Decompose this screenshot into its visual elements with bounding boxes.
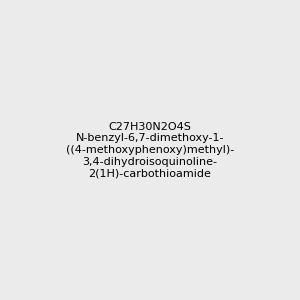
- Text: C27H30N2O4S
N-benzyl-6,7-dimethoxy-1-
((4-methoxyphenoxy)methyl)-
3,4-dihydroiso: C27H30N2O4S N-benzyl-6,7-dimethoxy-1- ((…: [66, 122, 234, 178]
